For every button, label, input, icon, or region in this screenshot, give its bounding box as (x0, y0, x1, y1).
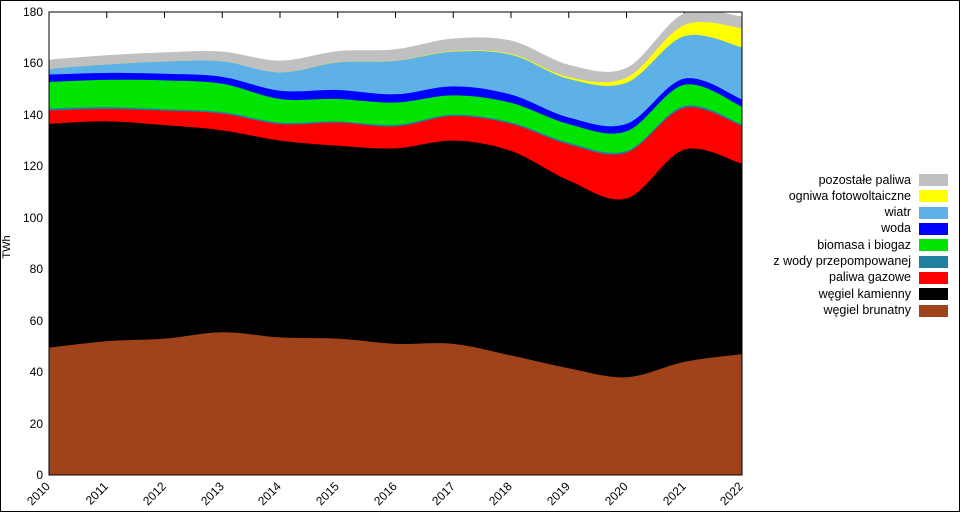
legend-item: wiatr (683, 205, 948, 220)
legend-item: węgiel kamienny (683, 287, 948, 302)
legend-label: z wody przepompowanej (773, 254, 911, 269)
area-layers (49, 12, 742, 475)
y-tick-label-120: 120 (22, 159, 43, 174)
y-tick-label-40: 40 (29, 365, 43, 380)
legend-swatch (919, 255, 948, 268)
legend-label: wiatr (884, 205, 911, 220)
legend-swatch (919, 304, 948, 317)
legend-item: ogniwa fotowoltaiczne (683, 189, 948, 204)
y-tick-label-160: 160 (22, 56, 43, 71)
y-tick-label-100: 100 (22, 210, 43, 225)
y-tick-label-0: 0 (36, 468, 43, 482)
legend-item: biomasa i biogaz (683, 238, 948, 253)
y-tick-label-80: 80 (29, 262, 43, 277)
legend-swatch (919, 174, 948, 186)
legend-label: biomasa i biogaz (817, 237, 911, 252)
legend-swatch (919, 271, 948, 284)
legend-label: paliwa gazowe (829, 270, 911, 285)
legend-item: woda (683, 221, 948, 236)
legend-swatch (919, 239, 948, 252)
legend-swatch (919, 206, 948, 219)
legend-label: pozostałe paliwa (818, 172, 911, 187)
legend-item: pozostałe paliwa (683, 173, 948, 188)
legend-item: z wody przepompowanej (683, 254, 948, 269)
y-tick-label-60: 60 (29, 313, 43, 328)
area-węgiel-brunatny (49, 332, 742, 475)
legend-label: węgiel kamienny (818, 286, 911, 301)
legend-swatch (919, 288, 948, 301)
y-axis-title: TWh (1, 235, 13, 259)
plot-frame (48, 11, 743, 476)
legend-label: ogniwa fotowoltaiczne (788, 188, 911, 203)
legend-item: węgiel brunatny (683, 303, 948, 318)
legend-label: woda (881, 221, 911, 236)
legend-swatch (919, 190, 948, 203)
y-tick-label-20: 20 (29, 416, 43, 431)
legend-label: węgiel brunatny (823, 303, 911, 318)
legend-item: paliwa gazowe (683, 270, 948, 285)
y-tick-label-140: 140 (22, 107, 43, 122)
y-tick-label-180: 180 (22, 5, 43, 19)
legend-swatch (919, 222, 948, 235)
